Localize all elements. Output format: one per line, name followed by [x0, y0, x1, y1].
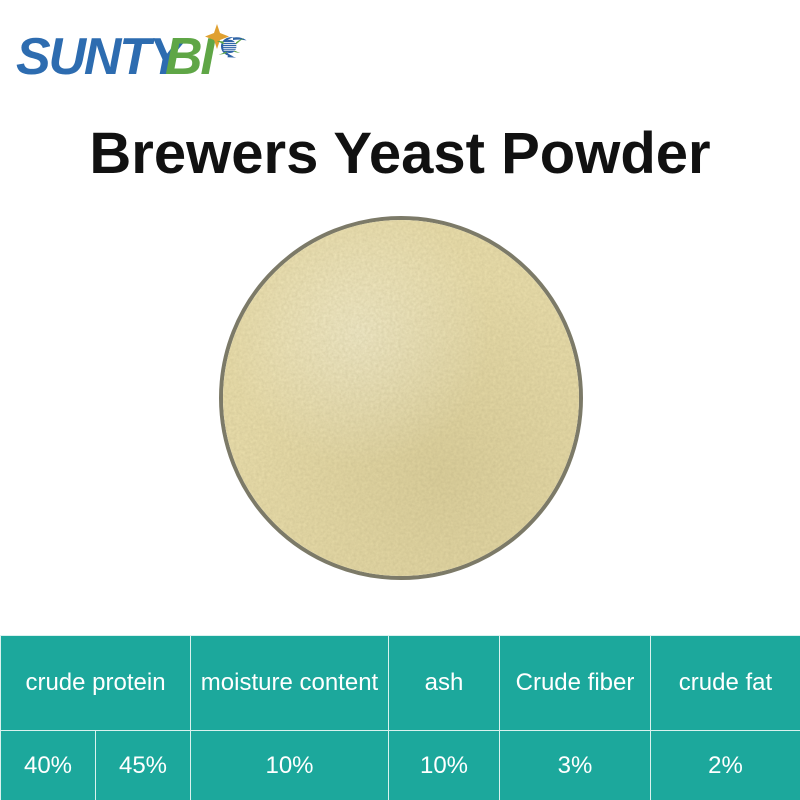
- svg-text:SUNTY: SUNTY: [16, 28, 188, 84]
